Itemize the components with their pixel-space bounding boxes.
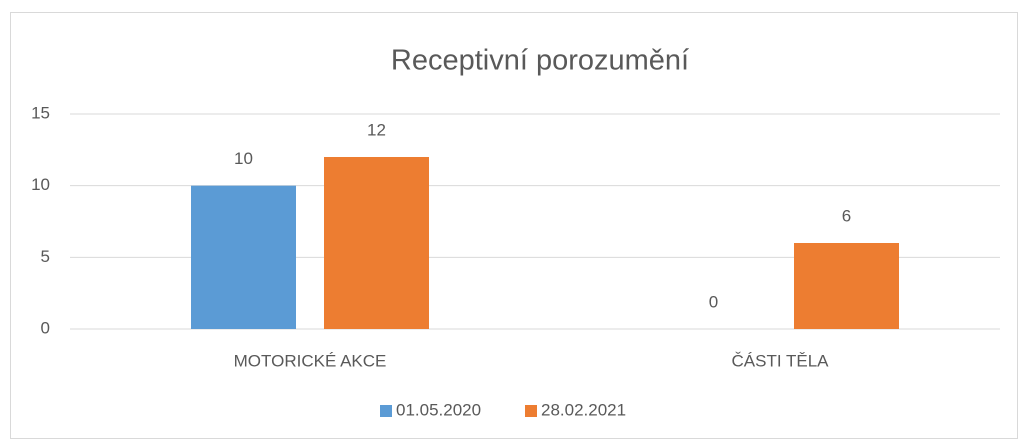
data-label: 12 bbox=[367, 120, 386, 139]
y-tick-label: 10 bbox=[31, 175, 50, 194]
data-label: 6 bbox=[842, 206, 851, 225]
legend-label: 28.02.2021 bbox=[541, 400, 626, 419]
bar bbox=[794, 243, 899, 329]
bar bbox=[324, 157, 429, 329]
x-tick-label: ČÁSTI TĚLA bbox=[732, 351, 830, 370]
legend-swatch bbox=[380, 405, 392, 417]
bar bbox=[191, 185, 296, 329]
y-tick-label: 15 bbox=[31, 103, 50, 122]
legend-label: 01.05.2020 bbox=[396, 400, 481, 419]
data-label: 10 bbox=[234, 149, 253, 168]
chart-title: Receptivní porozumění bbox=[391, 45, 689, 77]
chart-border bbox=[10, 12, 1018, 439]
y-tick-label: 0 bbox=[41, 318, 50, 337]
y-tick-label: 5 bbox=[41, 247, 50, 266]
data-label: 0 bbox=[709, 292, 718, 311]
x-tick-label: MOTORICKÉ AKCE bbox=[234, 351, 387, 370]
legend-swatch bbox=[525, 405, 537, 417]
